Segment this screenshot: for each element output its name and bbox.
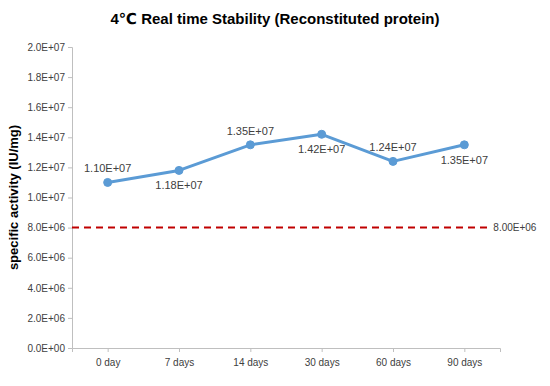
x-tick-label: 14 days	[233, 357, 268, 368]
x-axis: 0 day 7 days 14 days 30 days 60 days 90 days	[73, 348, 501, 368]
data-label: 1.24E+07	[369, 141, 416, 153]
y-tick-mark	[68, 228, 72, 229]
reference-line	[72, 227, 489, 229]
y-tick-label: 1.4E+07	[27, 132, 65, 143]
data-label: 1.42E+07	[298, 143, 345, 155]
x-tick: 7 days	[165, 348, 194, 368]
y-tick: 1.2E+07	[27, 162, 72, 173]
x-tick: 60 days	[376, 348, 411, 368]
x-tick: 90 days	[447, 348, 482, 368]
marker	[246, 141, 254, 149]
x-tick-label: 0 day	[96, 357, 120, 368]
y-tick: 1.0E+07	[27, 192, 72, 203]
x-tick: 0 day	[96, 348, 120, 368]
x-axis-line	[73, 349, 501, 353]
x-tick-mark	[464, 348, 465, 352]
y-tick-mark	[68, 137, 72, 138]
marker	[104, 178, 112, 186]
y-tick-mark	[68, 47, 72, 48]
x-tick-label: 90 days	[447, 357, 482, 368]
y-tick: 1.8E+07	[27, 72, 72, 83]
data-label: 1.10E+07	[84, 162, 131, 174]
x-tick-mark	[393, 348, 394, 352]
data-label: 1.35E+07	[227, 125, 274, 137]
y-tick-label: 0.0E+00	[27, 343, 65, 354]
marker	[460, 141, 468, 149]
y-tick-label: 6.0E+06	[27, 252, 65, 263]
marker	[318, 130, 326, 138]
y-tick: 0.0E+00	[27, 343, 72, 354]
y-tick-mark	[68, 288, 72, 289]
y-tick-label: 4.0E+06	[27, 283, 65, 294]
x-tick-label: 60 days	[376, 357, 411, 368]
y-tick: 1.6E+07	[27, 102, 72, 113]
y-tick-label: 1.2E+07	[27, 162, 65, 173]
reference-label: 8.00E+06	[493, 222, 537, 233]
y-tick-mark	[68, 167, 72, 168]
y-tick: 1.4E+07	[27, 132, 72, 143]
x-tick-mark	[108, 348, 109, 352]
y-axis: 0.0E+00 2.0E+06 4.0E+06 6.0E+06 8.0E+06 1.0E+…	[27, 42, 72, 354]
y-tick-mark	[68, 198, 72, 199]
x-tick: 30 days	[305, 348, 340, 368]
title: 4℃ Real time Stability (Reconstituted pr…	[110, 10, 439, 27]
y-tick-label: 1.8E+07	[27, 72, 65, 83]
y-tick-mark	[68, 77, 72, 78]
y-tick-label: 2.0E+07	[27, 42, 65, 53]
x-tick-mark	[322, 348, 323, 352]
x-tick: 14 days	[233, 348, 268, 368]
y-tick-label: 8.0E+06	[27, 222, 65, 233]
y-tick-mark	[68, 348, 72, 349]
plot-area	[72, 130, 489, 227]
y-tick: 2.0E+06	[27, 313, 72, 324]
y-axis-title: specific activity (IU/mg)	[6, 125, 21, 270]
y-tick: 8.0E+06	[27, 222, 72, 233]
y-tick: 4.0E+06	[27, 283, 72, 294]
data-label: 1.18E+07	[155, 179, 202, 191]
y-tick: 2.0E+07	[27, 42, 72, 53]
data-label: 1.35E+07	[441, 154, 488, 166]
y-tick-label: 1.6E+07	[27, 102, 65, 113]
chart: 4℃ Real time Stability (Reconstituted pr…	[0, 0, 550, 386]
y-tick-mark	[68, 107, 72, 108]
x-tick-label: 30 days	[305, 357, 340, 368]
marker	[389, 157, 397, 165]
y-tick-label: 1.0E+07	[27, 192, 65, 203]
y-axis-line	[68, 48, 73, 349]
x-tick-mark	[250, 348, 251, 352]
x-tick-label: 7 days	[165, 357, 194, 368]
marker	[175, 166, 183, 174]
y-tick: 6.0E+06	[27, 252, 72, 263]
y-tick-label: 2.0E+06	[27, 313, 65, 324]
y-tick-mark	[68, 258, 72, 259]
line	[108, 134, 465, 182]
x-tick-mark	[179, 348, 180, 352]
y-tick-mark	[68, 318, 72, 319]
